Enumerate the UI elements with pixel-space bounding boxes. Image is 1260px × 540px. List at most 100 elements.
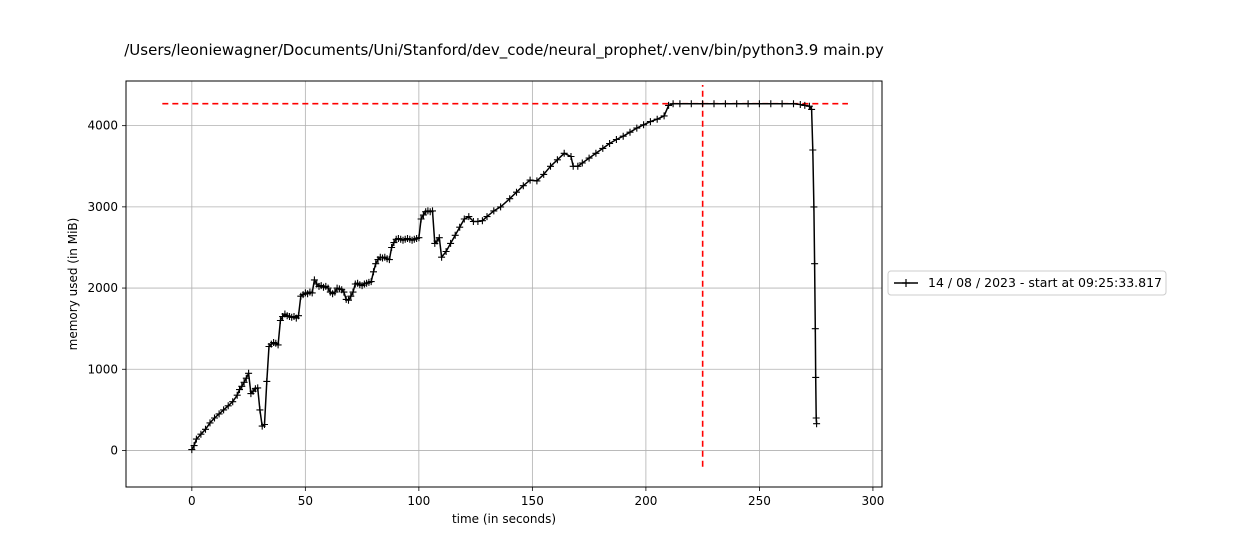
data-point-marker xyxy=(506,195,514,203)
x-tick-label: 200 xyxy=(634,494,657,508)
data-point-marker xyxy=(229,398,237,406)
data-point-marker xyxy=(810,203,818,211)
chart-title: /Users/leoniewagner/Documents/Uni/Stanfo… xyxy=(124,41,884,60)
data-point-marker xyxy=(385,256,393,264)
data-point-marker xyxy=(347,292,355,300)
y-tick-label: 3000 xyxy=(87,200,118,214)
data-point-marker xyxy=(519,182,527,190)
y-tick-label: 1000 xyxy=(87,362,118,376)
y-tick-label: 2000 xyxy=(87,281,118,295)
data-point-marker xyxy=(660,112,668,120)
data-point-marker xyxy=(811,325,819,333)
data-point-marker xyxy=(192,435,200,443)
data-point-marker xyxy=(295,312,302,320)
data-point-marker xyxy=(744,100,752,108)
data-point-marker xyxy=(540,170,548,178)
data-point-marker xyxy=(560,149,568,157)
x-axis-label: time (in seconds) xyxy=(452,512,556,526)
data-point-marker xyxy=(345,296,352,304)
data-point-marker xyxy=(202,425,209,433)
data-point-marker xyxy=(813,420,821,428)
legend-box xyxy=(887,270,1167,296)
data-point-marker xyxy=(767,100,775,108)
data-point-marker xyxy=(513,188,520,196)
data-point-marker xyxy=(778,100,786,108)
x-tick-label: 0 xyxy=(188,494,196,508)
data-point-marker xyxy=(442,248,450,255)
data-point-marker xyxy=(331,288,339,296)
data-point-marker xyxy=(415,234,423,242)
data-point-marker xyxy=(796,101,804,108)
data-point-marker xyxy=(653,115,661,123)
data-point-marker xyxy=(238,382,246,390)
data-point-marker xyxy=(801,101,809,109)
data-point-marker xyxy=(417,215,425,223)
x-tick-label: 100 xyxy=(407,494,430,508)
data-point-marker xyxy=(197,430,205,438)
data-point-marker xyxy=(233,391,241,399)
data-point-marker xyxy=(497,203,505,211)
series-memory-usage xyxy=(188,100,821,454)
data-point-marker xyxy=(245,369,253,377)
data-point-marker xyxy=(274,341,282,349)
data-point-marker xyxy=(256,406,264,414)
legend-entry-label: 14 / 08 / 2023 - start at 09:25:33.817 xyxy=(928,275,1162,290)
data-point-marker xyxy=(665,101,673,109)
data-point-marker xyxy=(755,100,763,108)
data-point-marker xyxy=(669,100,677,108)
series-line xyxy=(191,102,818,450)
data-point-marker xyxy=(372,260,380,268)
data-point-marker xyxy=(349,288,357,296)
data-point-marker xyxy=(474,218,482,225)
data-point-marker xyxy=(490,207,498,215)
legend-marker-swatch xyxy=(902,279,910,287)
data-point-marker xyxy=(220,406,228,414)
data-point-marker xyxy=(721,100,729,108)
data-point-marker xyxy=(370,268,377,276)
data-point-marker xyxy=(809,146,817,154)
data-point-marker xyxy=(438,253,446,261)
data-point-marker xyxy=(574,162,582,170)
data-point-marker xyxy=(547,162,554,170)
data-point-marker xyxy=(451,231,459,239)
x-tick-label: 250 xyxy=(748,494,771,508)
data-point-marker xyxy=(429,207,436,215)
data-point-marker xyxy=(733,100,741,108)
data-point-marker xyxy=(190,442,198,450)
data-point-marker xyxy=(215,410,223,418)
data-point-marker xyxy=(526,176,534,184)
data-point-marker xyxy=(599,144,607,152)
data-point-marker xyxy=(324,284,332,292)
data-point-marker xyxy=(447,239,455,247)
data-point-marker xyxy=(585,154,593,162)
y-tick-label: 4000 xyxy=(87,119,118,133)
data-point-marker xyxy=(254,384,262,392)
data-point-marker xyxy=(478,217,486,225)
data-point-marker xyxy=(812,373,820,381)
data-point-marker xyxy=(699,100,707,108)
data-point-marker xyxy=(367,278,375,286)
y-axis-label: memory used (in MiB) xyxy=(66,218,80,351)
data-point-marker xyxy=(633,124,641,132)
data-point-marker xyxy=(553,156,561,164)
data-point-marker xyxy=(626,128,634,136)
data-point-marker xyxy=(578,159,586,167)
data-point-marker xyxy=(640,121,648,129)
data-point-marker xyxy=(483,213,491,221)
data-point-marker xyxy=(435,234,443,242)
data-point-marker xyxy=(619,132,627,140)
data-point-marker xyxy=(263,377,271,385)
x-tick-label: 300 xyxy=(861,494,884,508)
data-point-marker xyxy=(612,136,620,143)
plot-area-frame xyxy=(125,80,883,488)
data-point-marker xyxy=(533,177,541,185)
data-point-marker xyxy=(206,419,214,427)
grid-lines xyxy=(126,81,882,487)
legend: 14 / 08 / 2023 - start at 09:25:33.817 xyxy=(887,270,1167,296)
data-point-marker xyxy=(676,100,684,108)
data-point-marker xyxy=(646,118,654,126)
data-point-marker xyxy=(687,100,695,108)
data-point-marker xyxy=(308,289,316,297)
data-point-marker xyxy=(460,215,468,223)
